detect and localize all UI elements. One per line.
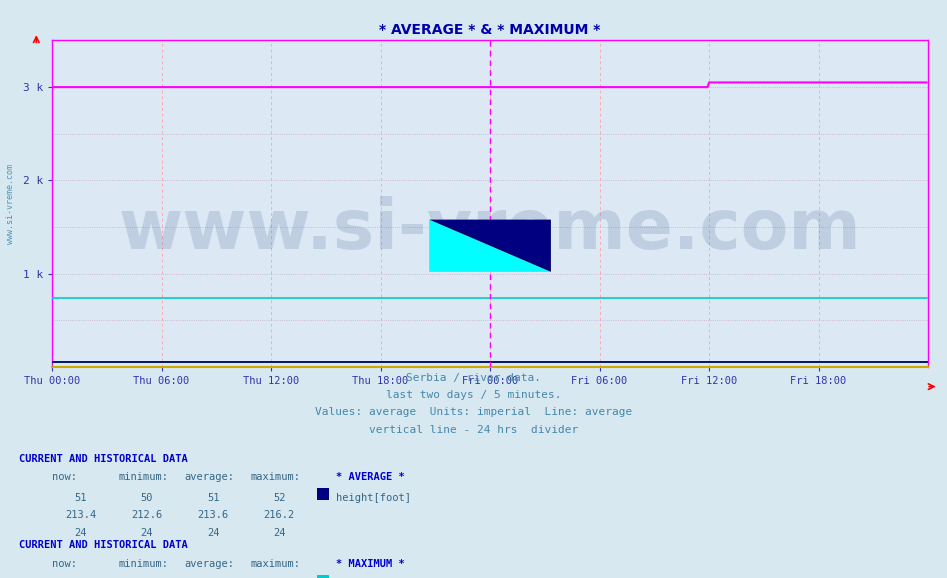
Text: Serbia / river data.: Serbia / river data. [406,373,541,383]
Text: www.si-vreme.com: www.si-vreme.com [118,197,862,264]
Text: last two days / 5 minutes.: last two days / 5 minutes. [385,390,562,400]
Text: vertical line - 24 hrs  divider: vertical line - 24 hrs divider [369,425,578,435]
Text: 52: 52 [273,493,286,503]
Text: www.si-vreme.com: www.si-vreme.com [6,164,14,244]
Text: 51: 51 [74,493,87,503]
Text: now:: now: [52,559,77,569]
Text: Values: average  Units: imperial  Line: average: Values: average Units: imperial Line: av… [314,407,633,417]
Polygon shape [429,220,551,272]
Polygon shape [429,220,551,272]
Text: height[foot]: height[foot] [336,493,411,503]
Text: maximum:: maximum: [251,559,301,569]
Text: now:: now: [52,472,77,482]
Text: average:: average: [185,472,235,482]
Text: minimum:: minimum: [118,559,169,569]
Text: 213.4: 213.4 [65,510,96,520]
Text: 216.2: 216.2 [264,510,295,520]
Text: * AVERAGE *: * AVERAGE * [336,472,405,482]
Text: 24: 24 [74,528,87,538]
Polygon shape [429,220,551,272]
Text: CURRENT AND HISTORICAL DATA: CURRENT AND HISTORICAL DATA [19,454,188,464]
Text: 51: 51 [206,493,220,503]
Text: 24: 24 [273,528,286,538]
Text: 50: 50 [140,493,153,503]
Text: 212.6: 212.6 [132,510,162,520]
Text: maximum:: maximum: [251,472,301,482]
Text: 24: 24 [206,528,220,538]
Text: CURRENT AND HISTORICAL DATA: CURRENT AND HISTORICAL DATA [19,540,188,550]
Text: 213.6: 213.6 [198,510,228,520]
Text: minimum:: minimum: [118,472,169,482]
Text: * MAXIMUM *: * MAXIMUM * [336,559,405,569]
Text: average:: average: [185,559,235,569]
Text: 24: 24 [140,528,153,538]
Title: * AVERAGE * & * MAXIMUM *: * AVERAGE * & * MAXIMUM * [380,23,600,36]
